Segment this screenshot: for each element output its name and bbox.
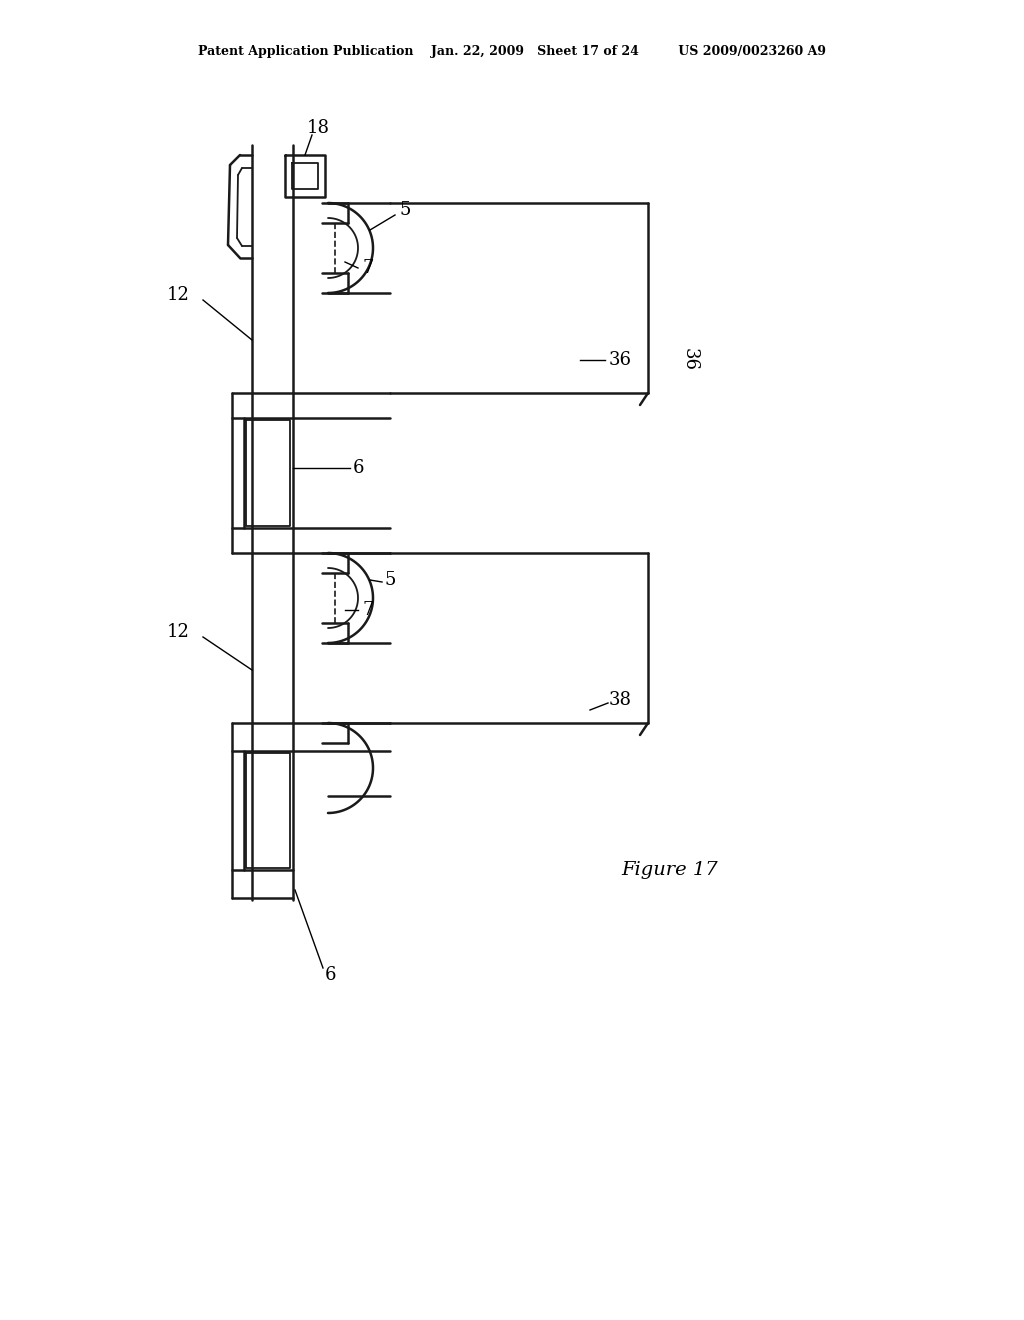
Text: Patent Application Publication    Jan. 22, 2009   Sheet 17 of 24         US 2009: Patent Application Publication Jan. 22, …: [198, 45, 826, 58]
Text: 6: 6: [352, 459, 364, 477]
Text: Figure 17: Figure 17: [622, 861, 718, 879]
Text: 7: 7: [362, 259, 374, 277]
Text: 7: 7: [362, 601, 374, 619]
Text: 5: 5: [384, 572, 395, 589]
Text: 12: 12: [167, 623, 189, 642]
Text: 18: 18: [306, 119, 330, 137]
Text: 12: 12: [167, 286, 189, 304]
Text: 38: 38: [608, 690, 632, 709]
Text: 36: 36: [608, 351, 632, 370]
Text: 36: 36: [681, 348, 699, 371]
Text: 5: 5: [399, 201, 411, 219]
Text: 6: 6: [325, 966, 336, 983]
